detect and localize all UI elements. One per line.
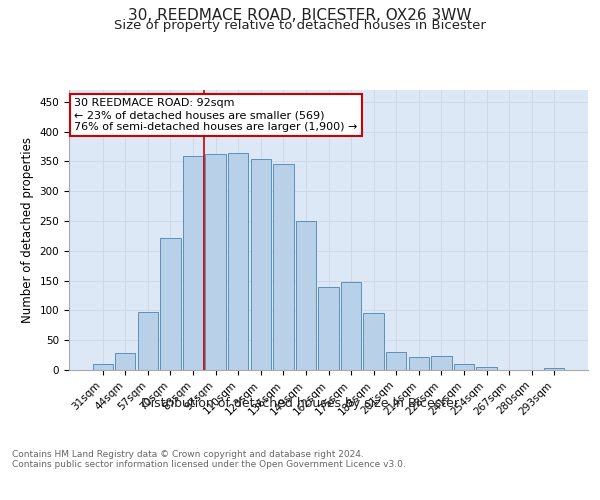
Bar [319,286,338,370]
Bar [183,156,203,370]
Bar [273,164,293,370]
Bar [251,158,271,370]
Bar [138,312,158,370]
Bar [454,364,474,370]
Bar [160,238,181,370]
Bar [386,352,406,370]
Text: Contains HM Land Registry data © Crown copyright and database right 2024.
Contai: Contains HM Land Registry data © Crown c… [12,450,406,469]
Text: 30, REEDMACE ROAD, BICESTER, OX26 3WW: 30, REEDMACE ROAD, BICESTER, OX26 3WW [128,8,472,22]
Text: 30 REEDMACE ROAD: 92sqm
← 23% of detached houses are smaller (569)
76% of semi-d: 30 REEDMACE ROAD: 92sqm ← 23% of detache… [74,98,358,132]
Bar [544,368,565,370]
Bar [205,154,226,370]
Text: Size of property relative to detached houses in Bicester: Size of property relative to detached ho… [114,18,486,32]
Bar [228,152,248,370]
Bar [431,356,452,370]
Bar [341,282,361,370]
Bar [476,367,497,370]
Bar [296,221,316,370]
Bar [92,364,113,370]
Bar [115,352,136,370]
Y-axis label: Number of detached properties: Number of detached properties [21,137,34,323]
Text: Distribution of detached houses by size in Bicester: Distribution of detached houses by size … [141,398,459,410]
Bar [364,313,384,370]
Bar [409,357,429,370]
